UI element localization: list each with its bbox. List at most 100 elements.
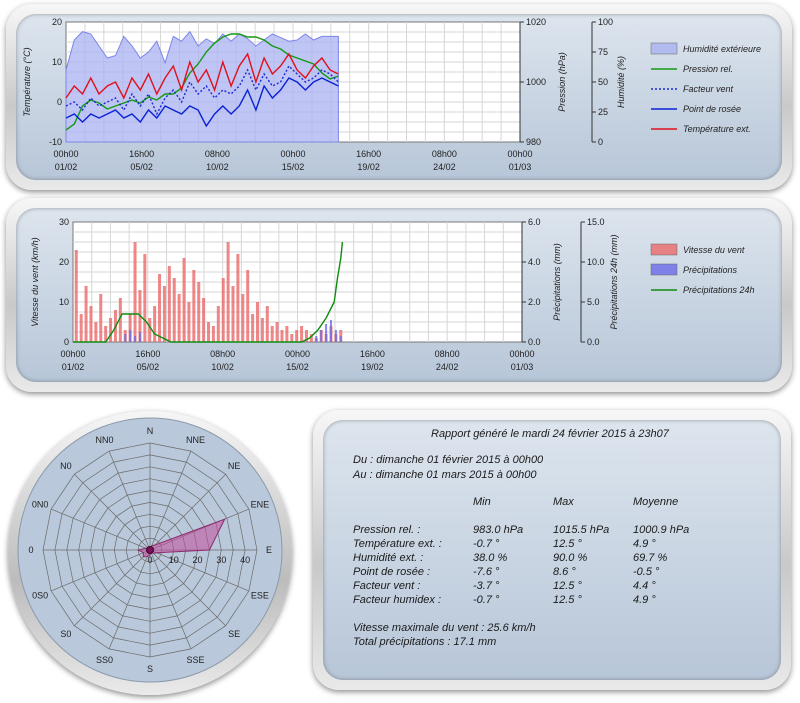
report-row-max: 12.5 °: [553, 594, 582, 606]
report-rain-total: Total précipitations : 17.1 mm: [353, 636, 497, 648]
rose-direction-label: NN0: [95, 435, 113, 445]
rose-direction-label: ENE: [251, 500, 270, 510]
legend-label: Précipitations: [683, 265, 738, 275]
report-row-avg: 4.4 °: [633, 580, 656, 592]
report-row-min: -0.7 °: [473, 594, 500, 606]
bar-mark: [177, 294, 181, 342]
bar-mark: [182, 258, 186, 342]
y2-tick-label: 4.0: [528, 257, 541, 267]
y3-tick-label: 75: [598, 47, 608, 57]
rose-radius-label: 0: [147, 555, 152, 565]
y3-axis-label: Précipitations 24h (mm): [609, 234, 619, 329]
bar-mark: [280, 330, 284, 342]
rose-spoke: [74, 549, 151, 626]
legend-swatch: [650, 263, 678, 276]
wind-rose-chart: N NNE NE ENE E ESE SE SSE S SS0 S0 0S0 0 0N0 N0 NN0 10 20…: [17, 417, 283, 683]
x-tick-label: 08h00: [205, 149, 230, 159]
x-tick-label: 05/02: [137, 362, 160, 372]
rose-spoke: [149, 549, 250, 592]
bar-mark: [192, 270, 196, 342]
bar-mark: [260, 318, 264, 342]
rose-spoke: [50, 549, 151, 592]
bar-mark: [128, 314, 132, 342]
legend-swatch: [650, 42, 678, 55]
series-area-humidity: [65, 30, 339, 143]
x-tick-label: 08h00: [432, 149, 457, 159]
report-row-avg: 4.9 °: [633, 594, 656, 606]
rose-spoke: [149, 474, 226, 551]
report-row-avg: -0.5 °: [633, 566, 660, 578]
bar-mark: [79, 314, 83, 342]
rose-direction-label: SS0: [96, 655, 113, 665]
report-header-avg: Moyenne: [633, 496, 679, 508]
x-tick-label: 00h00: [53, 149, 78, 159]
bar-mark: [285, 326, 289, 342]
rose-direction-label: 0N0: [32, 500, 49, 510]
rose-spoke: [50, 508, 151, 551]
bar-mark: [207, 322, 211, 342]
bar-mark: [148, 318, 152, 342]
report-header-max: Max: [553, 496, 574, 508]
report-row-min: 38.0 %: [473, 552, 508, 564]
bar-mark: [241, 294, 245, 342]
y-tick-label: 20: [59, 257, 69, 267]
x-tick-label: 10/02: [206, 162, 229, 172]
legend-label: Humidité extérieure: [683, 44, 761, 54]
x-tick-label: 19/02: [357, 162, 380, 172]
report-wind-max: Vitesse maximale du vent : 25.6 km/h: [353, 622, 536, 634]
bar-mark: [325, 324, 328, 342]
y3-tick-label: 0: [598, 137, 603, 147]
x-tick-label: 19/02: [361, 362, 384, 372]
bar-mark: [134, 336, 137, 342]
y2-axis-label: Précipitations (mm): [552, 243, 562, 321]
y3-tick-label: 15.0: [587, 217, 605, 227]
legend-label: Vitesse du vent: [683, 245, 745, 255]
bar-mark: [320, 330, 323, 342]
rose-direction-label: S: [147, 664, 153, 674]
legend-label: Point de rosée: [683, 104, 741, 114]
y2-tick-label: 980: [526, 137, 541, 147]
series-line: [73, 241, 344, 343]
x-tick-label: 16h00: [135, 349, 160, 359]
bar-mark: [221, 278, 225, 342]
report-row-min: -3.7 °: [473, 580, 500, 592]
bar-mark: [74, 250, 78, 342]
series-line: [65, 33, 339, 131]
legend-label: Température ext.: [683, 124, 751, 134]
rose-spoke: [108, 549, 151, 650]
bar-mark: [109, 318, 113, 342]
bar-mark: [197, 282, 201, 342]
bar-mark: [309, 334, 313, 342]
x-tick-label: 00h00: [509, 349, 534, 359]
bar-mark: [143, 254, 147, 342]
bar-mark: [246, 270, 250, 342]
bar-mark: [290, 334, 294, 342]
rose-spoke: [149, 549, 192, 650]
rose-center: [146, 546, 154, 554]
y-tick-label: 0: [57, 97, 62, 107]
y3-tick-label: 50: [598, 77, 608, 87]
bar-mark: [270, 326, 274, 342]
x-tick-label: 01/02: [55, 162, 78, 172]
report-row-avg: 4.9 °: [633, 538, 656, 550]
x-tick-label: 01/03: [509, 162, 532, 172]
rose-direction-label: N: [147, 426, 154, 436]
report-row-label: Facteur vent :: [353, 580, 421, 592]
report-row-label: Humidité ext. :: [353, 552, 424, 564]
report-row-max: 1015.5 hPa: [553, 524, 610, 536]
bar-mark: [304, 330, 308, 342]
report-to: Au : dimanche 01 mars 2015 à 00h00: [353, 469, 537, 481]
bar-mark: [226, 242, 230, 342]
rose-direction-label: NNE: [186, 435, 205, 445]
y3-tick-label: 0.0: [587, 337, 600, 347]
y-tick-label: 20: [52, 17, 62, 27]
legend-label: Pression rel.: [683, 64, 733, 74]
bar-mark: [172, 278, 176, 342]
rose-direction-label: E: [266, 545, 272, 555]
y-tick-label: 30: [59, 217, 69, 227]
y3-tick-label: 5.0: [587, 297, 600, 307]
bar-mark: [167, 266, 171, 342]
x-tick-label: 15/02: [282, 162, 305, 172]
wind-chart: 00h00 01/02 16h00 05/02 08h00 10/02 00h00 15/02…: [30, 217, 755, 372]
series-line: [65, 77, 339, 128]
